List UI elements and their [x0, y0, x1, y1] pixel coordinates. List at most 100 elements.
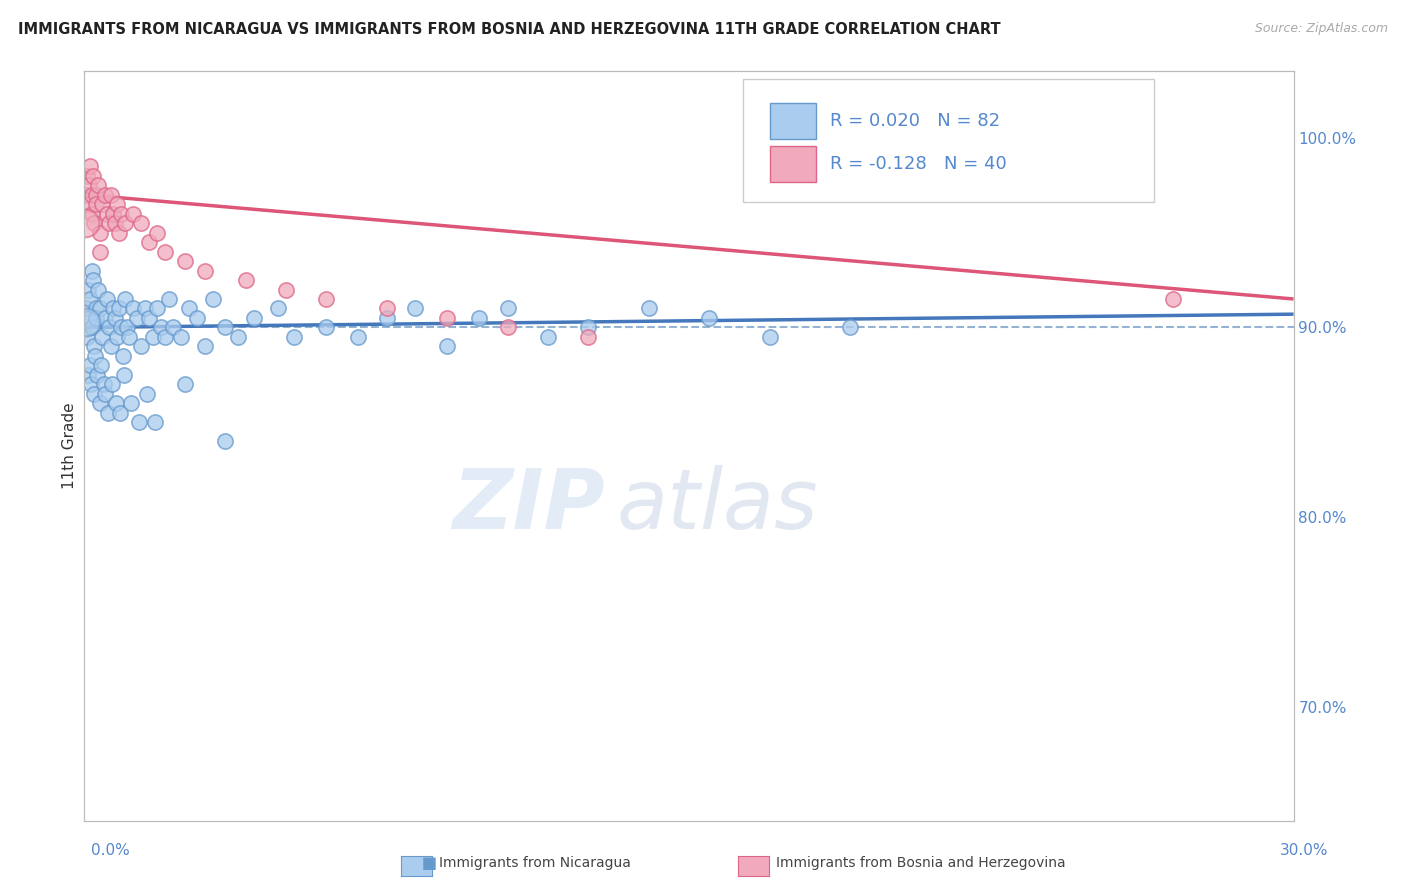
Point: [146, 301, 169, 316]
Point: [436, 310, 458, 325]
Bar: [770, 145, 815, 181]
Point: [108, 406, 131, 420]
Point: [91, 330, 114, 344]
Point: [135, 387, 157, 401]
Point: [89, 301, 111, 316]
Point: [436, 339, 458, 353]
Point: [138, 310, 160, 325]
Point: [1161, 292, 1184, 306]
Point: [107, 301, 129, 316]
Point: [128, 415, 150, 429]
Point: [179, 301, 201, 316]
Point: [90, 359, 112, 373]
Point: [105, 330, 128, 344]
Point: [157, 292, 180, 306]
Point: [80, 206, 103, 220]
Point: [96, 206, 118, 220]
Point: [120, 396, 142, 410]
Point: [110, 320, 132, 334]
Point: [129, 216, 152, 230]
Point: [80, 377, 103, 392]
Point: [114, 216, 136, 230]
Point: [347, 330, 370, 344]
Point: [576, 320, 599, 334]
Point: [174, 254, 197, 268]
Text: Immigrants from Bosnia and Herzegovina: Immigrants from Bosnia and Herzegovina: [776, 856, 1066, 871]
Point: [84, 187, 107, 202]
Point: [112, 368, 135, 382]
Point: [214, 434, 236, 449]
Point: [91, 197, 114, 211]
Point: [697, 310, 720, 325]
Point: [75, 315, 97, 329]
Point: [104, 216, 127, 230]
Point: [79, 159, 101, 173]
Point: [86, 197, 108, 211]
Point: [84, 349, 107, 363]
Point: [121, 301, 143, 316]
Point: [283, 330, 305, 344]
Point: [93, 310, 115, 325]
Point: [89, 244, 111, 259]
Point: [93, 187, 115, 202]
Point: [104, 310, 127, 325]
Text: R = 0.020   N = 82: R = 0.020 N = 82: [831, 112, 1001, 130]
Point: [110, 206, 132, 220]
Point: [87, 178, 110, 193]
Point: [194, 339, 217, 353]
Point: [637, 301, 659, 316]
Point: [77, 178, 100, 193]
Point: [94, 387, 117, 401]
Point: [125, 310, 148, 325]
Text: Source: ZipAtlas.com: Source: ZipAtlas.com: [1254, 22, 1388, 36]
Point: [537, 330, 560, 344]
Point: [82, 273, 104, 287]
Point: [87, 283, 110, 297]
Point: [186, 310, 208, 325]
Point: [153, 330, 176, 344]
Text: Immigrants from Nicaragua: Immigrants from Nicaragua: [439, 856, 630, 871]
Point: [235, 273, 257, 287]
Point: [93, 377, 115, 392]
Point: [242, 310, 264, 325]
Point: [142, 330, 165, 344]
Point: [79, 359, 101, 373]
Point: [118, 330, 141, 344]
Text: 30.0%: 30.0%: [1281, 843, 1329, 858]
Point: [97, 320, 120, 334]
Point: [97, 216, 120, 230]
Point: [77, 310, 100, 325]
Point: [80, 263, 103, 277]
Point: [96, 292, 118, 306]
Point: [100, 187, 122, 202]
Point: [174, 377, 197, 392]
Point: [468, 310, 491, 325]
Text: ▪: ▪: [420, 852, 437, 875]
Point: [83, 387, 105, 401]
FancyBboxPatch shape: [744, 78, 1154, 202]
Point: [79, 292, 101, 306]
Text: ZIP: ZIP: [451, 466, 605, 547]
Point: [267, 301, 290, 316]
Point: [404, 301, 426, 316]
Text: R = -0.128   N = 40: R = -0.128 N = 40: [831, 154, 1007, 172]
Point: [84, 301, 107, 316]
Point: [101, 206, 124, 220]
Text: IMMIGRANTS FROM NICARAGUA VS IMMIGRANTS FROM BOSNIA AND HERZEGOVINA 11TH GRADE C: IMMIGRANTS FROM NICARAGUA VS IMMIGRANTS …: [18, 22, 1001, 37]
Point: [315, 292, 337, 306]
Point: [153, 244, 176, 259]
Point: [82, 187, 104, 202]
Point: [76, 368, 98, 382]
Point: [839, 320, 862, 334]
Point: [75, 216, 97, 230]
Point: [138, 235, 160, 249]
Point: [89, 396, 111, 410]
Point: [274, 283, 297, 297]
Point: [315, 320, 337, 334]
Point: [134, 301, 156, 316]
Point: [107, 226, 129, 240]
Point: [202, 292, 225, 306]
Point: [89, 226, 111, 240]
Point: [104, 396, 127, 410]
Point: [97, 406, 120, 420]
